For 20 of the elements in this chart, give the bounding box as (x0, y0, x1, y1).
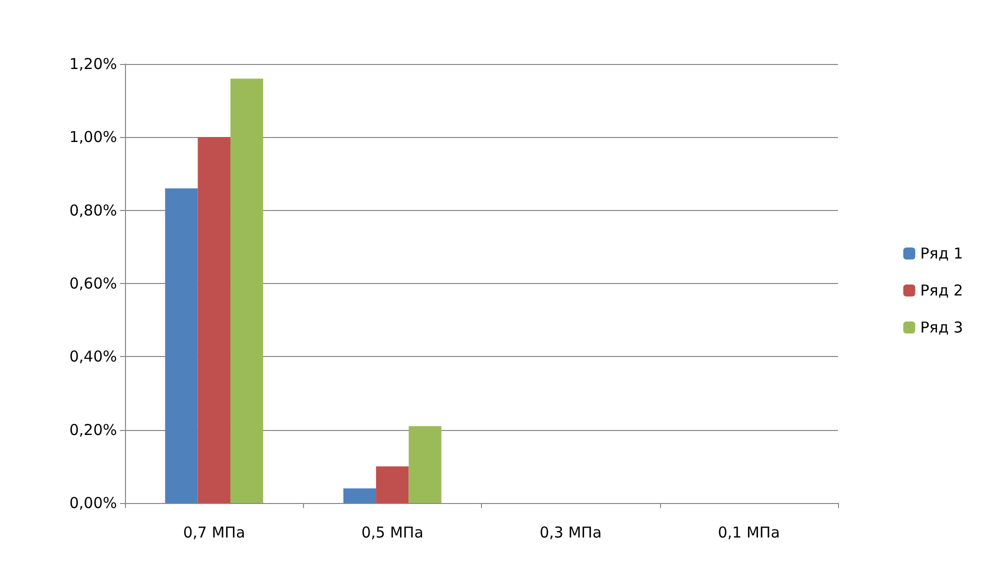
legend-label: Ряд 1 (920, 244, 964, 262)
x-tick-label: 0,1 МПа (718, 524, 780, 542)
bar (376, 466, 409, 503)
bar (230, 78, 264, 503)
legend-label: Ряд 2 (920, 282, 964, 300)
y-tick-label: 0,20% (69, 420, 117, 439)
y-tick-label: 1,00% (69, 128, 117, 146)
y-tick-label: 1,20% (69, 55, 117, 73)
y-tick-label: 0,40% (69, 348, 117, 366)
x-tick-label: 0,3 МПа (540, 524, 602, 542)
legend-label: Ряд 3 (920, 318, 964, 336)
x-tick-label: 0,5 МПа (361, 524, 424, 542)
y-tick-label: 0,00% (69, 494, 117, 512)
bar (408, 426, 442, 503)
bar (343, 488, 376, 503)
bar (198, 137, 230, 503)
x-tick-label: 0,7 МПа (183, 524, 246, 542)
y-tick-label: 0,60% (69, 274, 117, 292)
y-tick-label: 0,80% (69, 201, 117, 220)
bar (165, 188, 198, 503)
